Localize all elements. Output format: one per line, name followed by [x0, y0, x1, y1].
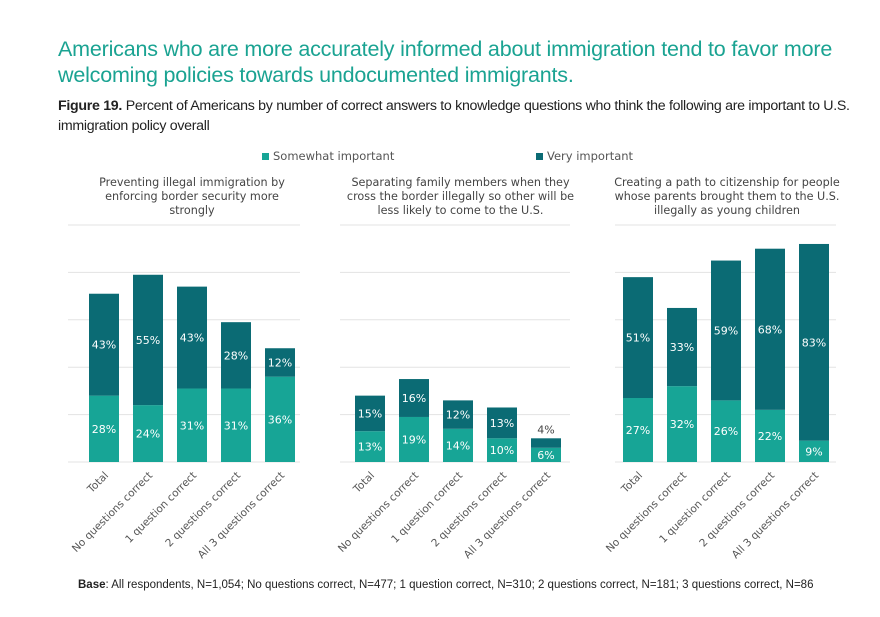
bar-somewhat-important: [799, 440, 829, 462]
bar-somewhat-important: [487, 438, 517, 462]
footnote-text: : All respondents, N=1,054; No questions…: [105, 579, 814, 591]
category-tick-label: 2 questions correct: [429, 470, 509, 550]
bar-somewhat-important: [755, 409, 785, 462]
data-label-somewhat: 36%: [268, 413, 292, 426]
figure-caption: Figure 19. Percent of Americans by numbe…: [58, 96, 858, 136]
bar-somewhat-important: [399, 416, 429, 462]
panel-title-path-to-citizenship: Creating a path to citizenship for peopl…: [614, 176, 840, 217]
category-tick-label: No questions correct: [70, 470, 155, 555]
legend-label-very: Very important: [547, 149, 634, 163]
data-label-very: 4%: [537, 423, 554, 436]
legend-item-somewhat: Somewhat important: [262, 149, 394, 163]
legend-swatch-very: [536, 152, 543, 160]
legend-item-very: Very important: [536, 149, 633, 163]
bar-somewhat-important: [667, 386, 697, 462]
data-label-very: 43%: [180, 332, 204, 345]
category-tick-label: Total: [619, 470, 646, 497]
figure-caption-text: Percent of Americans by number of correc…: [58, 98, 850, 134]
bar-very-important: [265, 348, 295, 377]
data-label-very: 68%: [758, 323, 782, 336]
category-tick-label: Total: [85, 470, 112, 497]
data-label-very: 83%: [802, 336, 826, 349]
category-tick-label: All 3 questions correct: [730, 470, 821, 561]
panel-title-border-security: Preventing illegal immigration by enforc…: [99, 176, 285, 217]
data-label-somewhat: 32%: [670, 418, 694, 431]
category-tick-label: Total: [351, 470, 378, 497]
bar-somewhat-important: [623, 398, 653, 462]
bar-very-important: [355, 395, 385, 432]
bar-somewhat-important: [711, 400, 741, 462]
data-label-very: 12%: [446, 409, 470, 422]
bar-very-important: [133, 274, 163, 406]
data-label-somewhat: 14%: [446, 439, 470, 452]
data-label-somewhat: 9%: [805, 445, 822, 458]
category-tick-label: 2 questions correct: [163, 470, 243, 550]
data-label-somewhat: 22%: [758, 430, 782, 443]
category-tick-label: No questions correct: [336, 470, 421, 555]
bar-very-important: [399, 379, 429, 417]
panel-title-family-separation: Separating family members when they cros…: [346, 176, 575, 217]
bar-very-important: [531, 438, 561, 448]
bar-somewhat-important: [531, 447, 561, 462]
data-label-somewhat: 13%: [358, 441, 382, 454]
bar-very-important: [443, 400, 473, 429]
data-label-somewhat: 10%: [490, 444, 514, 457]
category-tick-label: All 3 questions correct: [196, 470, 287, 561]
legend-swatch-somewhat: [262, 152, 269, 160]
bar-very-important: [623, 277, 653, 399]
data-label-somewhat: 28%: [92, 423, 116, 436]
category-tick-label: All 3 questions correct: [462, 470, 553, 561]
bar-very-important: [89, 293, 119, 396]
bar-very-important: [667, 307, 697, 387]
bar-somewhat-important: [355, 431, 385, 462]
data-label-very: 13%: [490, 417, 514, 430]
bar-somewhat-important: [443, 428, 473, 462]
data-label-somewhat: 27%: [626, 424, 650, 437]
bar-very-important: [221, 322, 251, 389]
footnote-label: Base: [78, 579, 106, 591]
data-label-somewhat: 26%: [714, 425, 738, 438]
bar-very-important: [799, 243, 829, 441]
data-label-very: 51%: [626, 332, 650, 345]
bar-very-important: [487, 407, 517, 439]
category-tick-label: No questions correct: [604, 470, 689, 555]
data-label-very: 59%: [714, 324, 738, 337]
bar-somewhat-important: [265, 376, 295, 462]
bar-somewhat-important: [133, 405, 163, 462]
bar-very-important: [711, 260, 741, 401]
headline: Americans who are more accurately inform…: [58, 37, 833, 87]
data-label-somewhat: 24%: [136, 428, 160, 441]
bar-somewhat-important: [89, 395, 119, 462]
data-label-somewhat: 19%: [402, 433, 426, 446]
bar-somewhat-important: [177, 388, 207, 462]
data-label-very: 33%: [670, 341, 694, 354]
footnote: Base: All respondents, N=1,054; No quest…: [78, 577, 838, 594]
data-label-very: 28%: [224, 349, 248, 362]
figure-label: Figure 19.: [58, 98, 123, 114]
legend-label-somewhat: Somewhat important: [273, 149, 395, 163]
data-label-very: 55%: [136, 334, 160, 347]
bar-very-important: [177, 286, 207, 389]
data-label-very: 43%: [92, 339, 116, 352]
data-label-very: 12%: [268, 356, 292, 369]
bar-somewhat-important: [221, 388, 251, 462]
data-label-somewhat: 31%: [180, 419, 204, 432]
data-label-somewhat: 6%: [537, 449, 554, 462]
category-tick-label: 2 questions correct: [697, 470, 777, 550]
data-label-very: 16%: [402, 392, 426, 405]
data-label-very: 15%: [358, 407, 382, 420]
bar-very-important: [755, 248, 785, 410]
data-label-somewhat: 31%: [224, 419, 248, 432]
